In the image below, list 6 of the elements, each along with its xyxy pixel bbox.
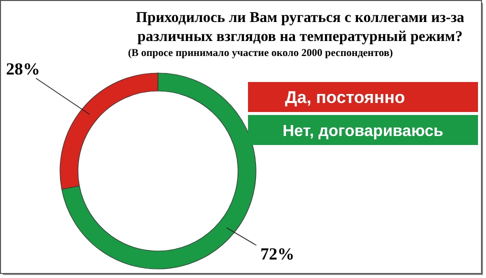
data-label: 72%	[260, 244, 294, 264]
legend-label: Нет, договариваюсь	[282, 123, 444, 140]
chart-title: Приходилось ли Вам ругаться с коллегами из-за различных взглядов на температурный режим?	[136, 10, 465, 45]
data-label: 28%	[6, 59, 40, 78]
legend-label: Да, постоянно	[285, 88, 405, 107]
chart-subtitle: (В опросе принимало участие около 2000 респондентов)	[128, 48, 394, 59]
